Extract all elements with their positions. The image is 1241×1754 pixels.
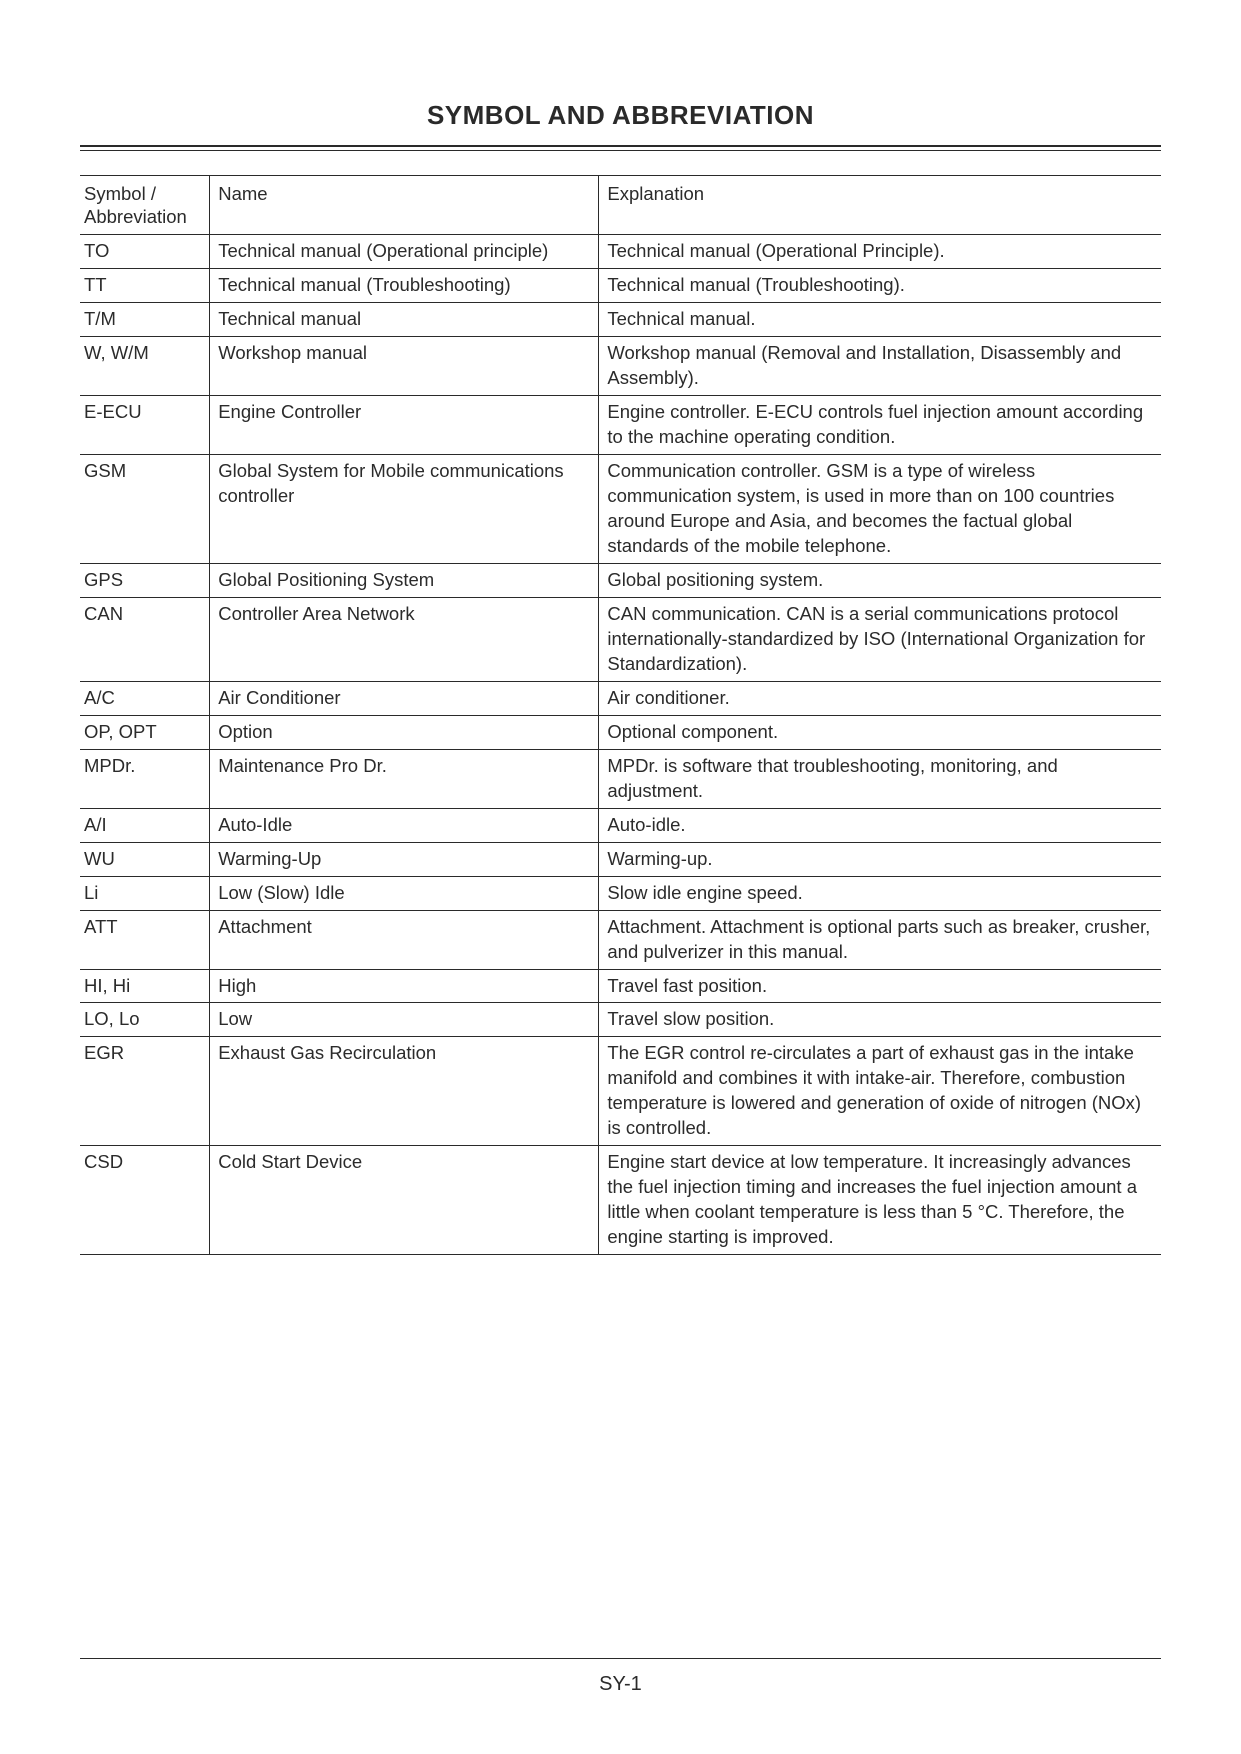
cell-name: Maintenance Pro Dr. (210, 749, 599, 808)
table-body: TOTechnical manual (Operational principl… (80, 235, 1161, 1255)
table-row: TOTechnical manual (Operational principl… (80, 235, 1161, 269)
cell-symbol: TT (80, 269, 210, 303)
table-row: TTTechnical manual (Troubleshooting)Tech… (80, 269, 1161, 303)
table-row: ATTAttachmentAttachment. Attachment is o… (80, 910, 1161, 969)
cell-symbol: E-ECU (80, 396, 210, 455)
table-row: WUWarming-UpWarming-up. (80, 842, 1161, 876)
title-rule (80, 145, 1161, 151)
cell-name: Low (210, 1003, 599, 1037)
cell-explanation: Auto-idle. (599, 808, 1161, 842)
cell-symbol: OP, OPT (80, 715, 210, 749)
cell-name: Engine Controller (210, 396, 599, 455)
table-row: E-ECUEngine ControllerEngine controller.… (80, 396, 1161, 455)
cell-symbol: A/C (80, 681, 210, 715)
cell-symbol: CAN (80, 597, 210, 681)
cell-symbol: MPDr. (80, 749, 210, 808)
cell-explanation: Warming-up. (599, 842, 1161, 876)
cell-name: Technical manual (Troubleshooting) (210, 269, 599, 303)
cell-symbol: T/M (80, 303, 210, 337)
cell-symbol: LO, Lo (80, 1003, 210, 1037)
cell-explanation: Optional component. (599, 715, 1161, 749)
cell-explanation: Engine start device at low temperature. … (599, 1146, 1161, 1255)
table-row: CANController Area NetworkCAN communicat… (80, 597, 1161, 681)
table-row: W, W/MWorkshop manualWorkshop manual (Re… (80, 337, 1161, 396)
cell-explanation: MPDr. is software that troubleshooting, … (599, 749, 1161, 808)
page-number: SY-1 (0, 1673, 1241, 1696)
cell-explanation: CAN communication. CAN is a serial commu… (599, 597, 1161, 681)
cell-symbol: A/I (80, 808, 210, 842)
col-header-name: Name (210, 176, 599, 235)
cell-symbol: WU (80, 842, 210, 876)
cell-explanation: Travel slow position. (599, 1003, 1161, 1037)
abbreviation-table: Symbol / Abbreviation Name Explanation T… (80, 175, 1161, 1255)
cell-symbol: GSM (80, 455, 210, 564)
cell-symbol: GPS (80, 563, 210, 597)
cell-explanation: Workshop manual (Removal and Installatio… (599, 337, 1161, 396)
table-row: HI, HiHighTravel fast position. (80, 969, 1161, 1003)
cell-name: Air Conditioner (210, 681, 599, 715)
cell-explanation: The EGR control re-circulates a part of … (599, 1037, 1161, 1146)
cell-name: Option (210, 715, 599, 749)
cell-name: Attachment (210, 910, 599, 969)
table-row: LiLow (Slow) IdleSlow idle engine speed. (80, 876, 1161, 910)
table-row: GSMGlobal System for Mobile communicatio… (80, 455, 1161, 564)
cell-name: Warming-Up (210, 842, 599, 876)
cell-symbol: TO (80, 235, 210, 269)
page-title: SYMBOL AND ABBREVIATION (80, 100, 1161, 131)
table-row: T/MTechnical manualTechnical manual. (80, 303, 1161, 337)
cell-name: Low (Slow) Idle (210, 876, 599, 910)
cell-symbol: EGR (80, 1037, 210, 1146)
footer-rule (80, 1658, 1161, 1659)
col-header-symbol: Symbol / Abbreviation (80, 176, 210, 235)
cell-explanation: Travel fast position. (599, 969, 1161, 1003)
cell-name: High (210, 969, 599, 1003)
cell-explanation: Slow idle engine speed. (599, 876, 1161, 910)
cell-explanation: Attachment. Attachment is optional parts… (599, 910, 1161, 969)
cell-name: Controller Area Network (210, 597, 599, 681)
cell-symbol: HI, Hi (80, 969, 210, 1003)
cell-explanation: Technical manual. (599, 303, 1161, 337)
cell-explanation: Global positioning system. (599, 563, 1161, 597)
cell-name: Technical manual (210, 303, 599, 337)
cell-name: Exhaust Gas Recirculation (210, 1037, 599, 1146)
page: SYMBOL AND ABBREVIATION Symbol / Abbrevi… (0, 0, 1241, 1754)
table-row: OP, OPTOptionOptional component. (80, 715, 1161, 749)
cell-name: Workshop manual (210, 337, 599, 396)
cell-symbol: ATT (80, 910, 210, 969)
cell-symbol: CSD (80, 1146, 210, 1255)
cell-explanation: Communication controller. GSM is a type … (599, 455, 1161, 564)
cell-symbol: Li (80, 876, 210, 910)
table-row: LO, LoLowTravel slow position. (80, 1003, 1161, 1037)
cell-name: Cold Start Device (210, 1146, 599, 1255)
col-header-explanation: Explanation (599, 176, 1161, 235)
cell-name: Global Positioning System (210, 563, 599, 597)
table-row: A/CAir ConditionerAir conditioner. (80, 681, 1161, 715)
cell-explanation: Technical manual (Troubleshooting). (599, 269, 1161, 303)
cell-name: Technical manual (Operational principle) (210, 235, 599, 269)
table-row: GPSGlobal Positioning SystemGlobal posit… (80, 563, 1161, 597)
table-row: CSDCold Start DeviceEngine start device … (80, 1146, 1161, 1255)
cell-name: Auto-Idle (210, 808, 599, 842)
cell-explanation: Air conditioner. (599, 681, 1161, 715)
table-header-row: Symbol / Abbreviation Name Explanation (80, 176, 1161, 235)
table-row: EGRExhaust Gas RecirculationThe EGR cont… (80, 1037, 1161, 1146)
cell-name: Global System for Mobile communications … (210, 455, 599, 564)
cell-symbol: W, W/M (80, 337, 210, 396)
table-row: A/IAuto-IdleAuto-idle. (80, 808, 1161, 842)
cell-explanation: Engine controller. E-ECU controls fuel i… (599, 396, 1161, 455)
cell-explanation: Technical manual (Operational Principle)… (599, 235, 1161, 269)
table-row: MPDr.Maintenance Pro Dr.MPDr. is softwar… (80, 749, 1161, 808)
